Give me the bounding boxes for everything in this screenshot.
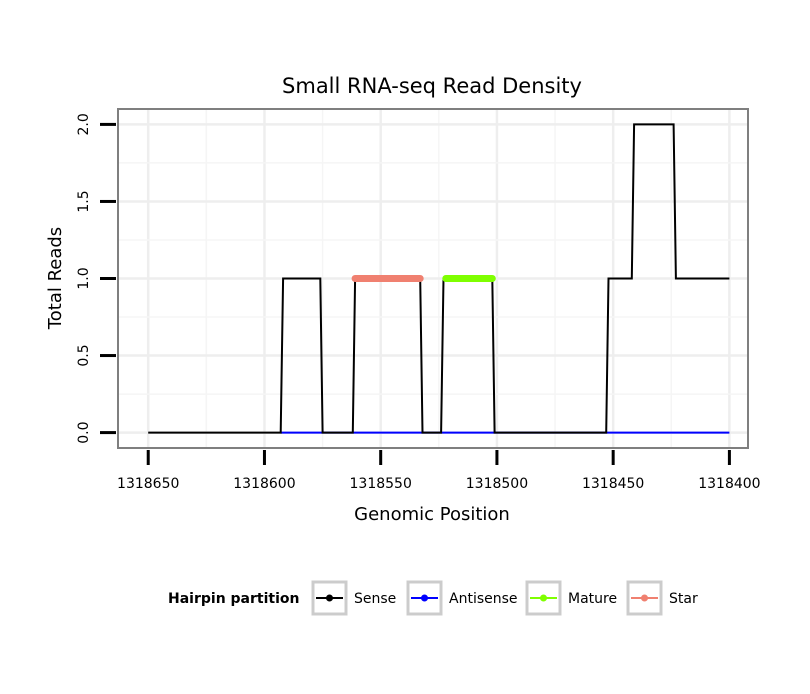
y-tick-label: 0.0 <box>76 421 92 443</box>
legend-item-sense: Sense <box>311 580 396 616</box>
y-tick-label: 0.5 <box>76 344 92 366</box>
legend-key-point <box>421 594 428 602</box>
series-line-sense <box>148 123 730 434</box>
x-axis-label: Genomic Position <box>354 504 510 525</box>
legend-label: Star <box>669 591 698 607</box>
legend-item-mature: Mature <box>525 580 617 616</box>
x-tick-label: 1318500 <box>466 476 528 492</box>
y-axis: 0.0 0.5 1.0 1.5 2.0 <box>76 113 116 444</box>
y-tick-label: 1.0 <box>76 267 92 289</box>
x-tick-label: 1318650 <box>117 476 179 492</box>
legend-label: Antisense <box>449 591 518 607</box>
y-tick-label: 1.5 <box>76 190 92 212</box>
legend-item-antisense: Antisense <box>406 580 518 616</box>
plot-frame <box>117 108 749 449</box>
legend-label: Sense <box>354 591 396 607</box>
legend-item-star: Star <box>626 580 698 616</box>
legend-key-point <box>540 594 547 602</box>
legend-label: Mature <box>568 591 617 607</box>
x-tick-label: 1318400 <box>698 476 760 492</box>
x-tick-label: 1318600 <box>233 476 295 492</box>
x-tick-label: 1318550 <box>350 476 412 492</box>
x-axis: 1318650 1318600 1318550 1318500 1318450 13184… <box>117 450 761 492</box>
legend-key-point <box>326 594 333 602</box>
chart-title: Small RNA-seq Read Density <box>282 74 582 98</box>
series <box>148 123 730 434</box>
y-axis-label: Total Reads <box>45 227 66 330</box>
legend-title: Hairpin partition <box>168 591 299 607</box>
legend-key-point <box>641 594 648 602</box>
legend: Hairpin partition Sense Antisense Mature St… <box>168 580 698 616</box>
x-tick-label: 1318450 <box>582 476 644 492</box>
plot-border <box>117 108 749 449</box>
y-tick-label: 2.0 <box>76 113 92 135</box>
